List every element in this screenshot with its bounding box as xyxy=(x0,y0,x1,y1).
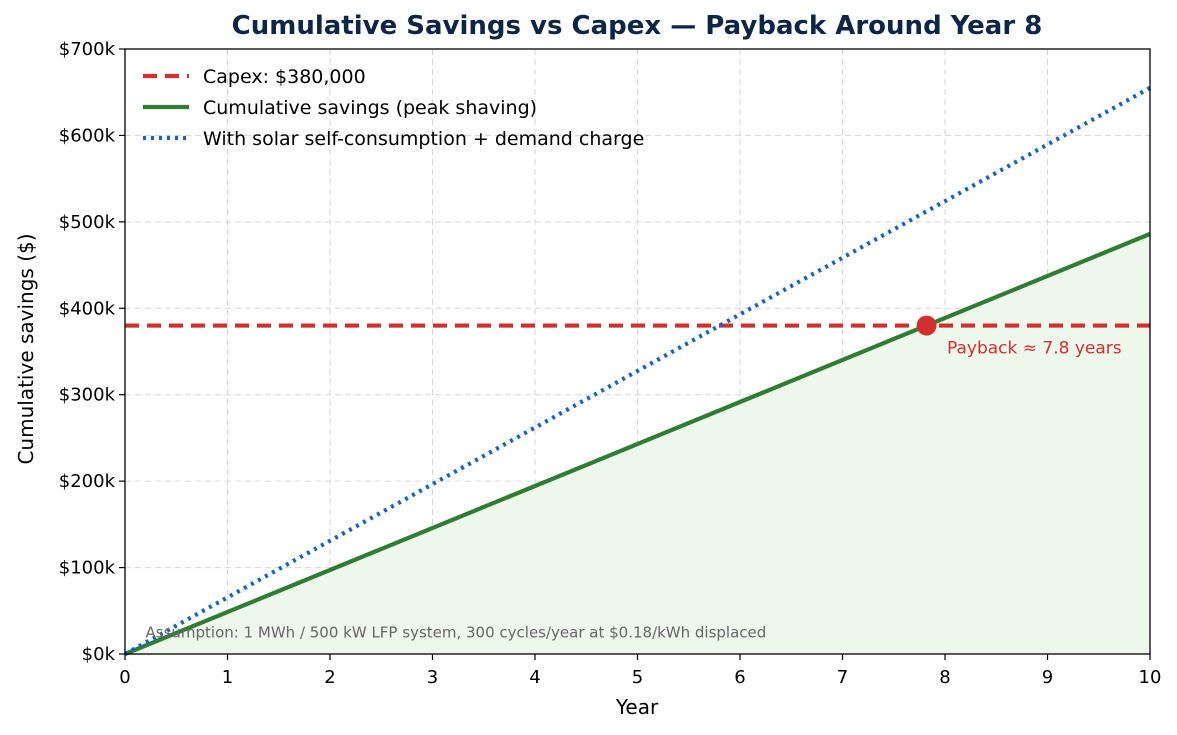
chart-title: Cumulative Savings vs Capex — Payback Ar… xyxy=(232,11,1043,41)
annotations: Payback ≈ 7.8 years Assumption: 1 MWh / 5… xyxy=(146,339,1122,642)
x-axis: 0 1 2 3 4 5 6 7 8 9 10 xyxy=(119,654,1161,688)
x-axis-label: Year xyxy=(615,695,659,719)
y-tick-label: $500k xyxy=(59,212,116,233)
assumption-note: Assumption: 1 MWh / 500 kW LFP system, 3… xyxy=(146,624,767,642)
y-tick-label: $0k xyxy=(82,644,116,665)
markers xyxy=(916,315,937,336)
legend-entry: Capex: $380,000 xyxy=(203,66,366,88)
y-tick-label: $400k xyxy=(59,298,116,319)
y-tick-label: $700k xyxy=(59,39,116,60)
x-tick-label: 0 xyxy=(119,667,130,688)
legend-entry: Cumulative savings (peak shaving) xyxy=(203,97,537,119)
x-tick-label: 3 xyxy=(427,667,438,688)
x-tick-label: 7 xyxy=(837,667,848,688)
series-line-1 xyxy=(124,232,1151,656)
x-tick-label: 2 xyxy=(324,667,335,688)
legend-entry: With solar self-consumption + demand cha… xyxy=(203,128,644,150)
series-lines xyxy=(123,86,1152,656)
x-tick-label: 5 xyxy=(632,667,643,688)
x-tick-label: 6 xyxy=(734,667,745,688)
payback-annotation: Payback ≈ 7.8 years xyxy=(947,339,1122,359)
y-axis-label: Cumulative savings ($) xyxy=(14,233,38,464)
x-tick-label: 9 xyxy=(1042,667,1053,688)
y-tick-label: $100k xyxy=(59,558,116,579)
y-tick-label: $600k xyxy=(59,125,116,146)
series-line-2 xyxy=(123,86,1152,656)
legend: Capex: $380,000 Cumulative savings (peak … xyxy=(143,66,644,150)
x-tick-label: 4 xyxy=(529,667,540,688)
y-tick-label: $200k xyxy=(59,471,116,492)
y-axis: $0k $100k $200k $300k $400k $500k $600k $700k xyxy=(59,39,125,665)
y-tick-label: $300k xyxy=(59,385,116,406)
x-tick-label: 1 xyxy=(222,667,233,688)
x-tick-label: 8 xyxy=(939,667,950,688)
payback-marker xyxy=(916,315,937,336)
x-tick-label: 10 xyxy=(1139,667,1162,688)
